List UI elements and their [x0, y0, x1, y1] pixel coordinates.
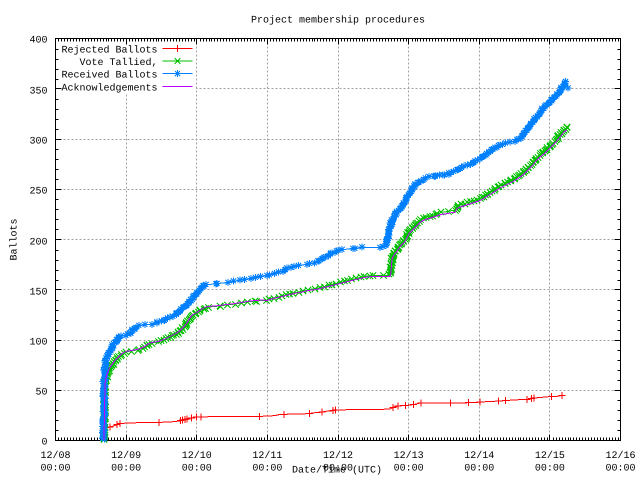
- svg-text:00:00: 00:00: [182, 464, 212, 475]
- svg-text:00:00: 00:00: [111, 464, 141, 475]
- svg-text:12/14: 12/14: [464, 450, 494, 462]
- svg-text:Ballots: Ballots: [9, 218, 21, 260]
- svg-text:12/11: 12/11: [252, 450, 282, 462]
- svg-text:400: 400: [29, 36, 47, 47]
- svg-text:100: 100: [29, 338, 47, 349]
- svg-text:Date/Time (UTC): Date/Time (UTC): [292, 465, 382, 477]
- svg-text:00:00: 00:00: [605, 464, 635, 475]
- svg-text:300: 300: [29, 137, 47, 148]
- svg-text:200: 200: [29, 238, 47, 249]
- svg-text:Vote Tallied,: Vote Tallied,: [79, 57, 157, 69]
- svg-text:350: 350: [29, 87, 47, 98]
- svg-text:00:00: 00:00: [323, 464, 353, 475]
- svg-text:00:00: 00:00: [535, 464, 565, 475]
- svg-text:12/08: 12/08: [40, 450, 70, 462]
- svg-text:Project membership procedures: Project membership procedures: [251, 15, 425, 27]
- svg-text:0: 0: [41, 438, 47, 449]
- svg-text:00:00: 00:00: [394, 464, 424, 475]
- svg-text:12/09: 12/09: [111, 450, 141, 462]
- svg-text:00:00: 00:00: [252, 464, 282, 475]
- svg-text:Rejected Ballots: Rejected Ballots: [61, 44, 157, 56]
- svg-text:50: 50: [35, 388, 47, 399]
- svg-text:12/15: 12/15: [535, 450, 565, 462]
- svg-text:150: 150: [29, 288, 47, 299]
- svg-text:00:00: 00:00: [464, 464, 494, 475]
- svg-text:250: 250: [29, 187, 47, 198]
- svg-text:12/13: 12/13: [394, 450, 424, 462]
- svg-text:00:00: 00:00: [40, 464, 70, 475]
- svg-text:Received Ballots: Received Ballots: [61, 70, 157, 82]
- svg-text:12/10: 12/10: [182, 450, 212, 462]
- svg-text:12/16: 12/16: [605, 450, 635, 462]
- svg-text:12/12: 12/12: [323, 450, 353, 462]
- svg-text:Acknowledgements: Acknowledgements: [61, 82, 157, 94]
